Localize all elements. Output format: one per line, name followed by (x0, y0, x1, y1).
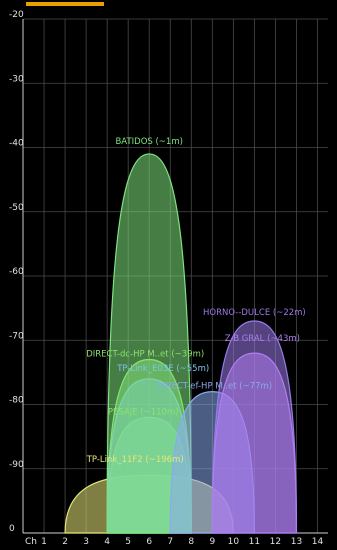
y-tick-label: -90 (9, 460, 24, 470)
x-axis-label: Ch (25, 537, 37, 547)
y-tick-label: -20 (9, 10, 24, 20)
y-tick-label: -80 (9, 396, 24, 406)
y-tick-label: -70 (9, 331, 24, 341)
x-tick-label: 13 (291, 537, 302, 547)
network-label: DIRECT-ef-HP M..et (~77m) (156, 382, 272, 392)
network-curve (211, 352, 298, 534)
x-tick-label: 12 (270, 537, 281, 547)
y-tick-label: -50 (9, 203, 24, 213)
x-tick-label: 14 (312, 537, 324, 547)
network-label: Z-B GRAL (~43m) (225, 334, 300, 344)
y-tick-label: -40 (9, 139, 24, 149)
network-label: DIRECT-dc-HP M..et (~39m) (86, 350, 204, 360)
x-tick-label: 6 (146, 537, 152, 547)
x-tick-label: 11 (249, 537, 260, 547)
wifi-channel-graph: -20 -30 -40 -50 -60 -70 -80 -90 0 1 2 3 4 5 6 7 8 9 10 11 12… (6, 2, 331, 547)
x-tick-label: 3 (83, 537, 89, 547)
top-accent-bar (26, 2, 104, 6)
x-tick-label: 1 (41, 537, 47, 547)
x-tick-label: 2 (62, 537, 68, 547)
x-tick-label: 8 (188, 537, 194, 547)
network-curve (106, 153, 192, 534)
y-tick-label: -30 (9, 74, 24, 84)
network-label: HORNO--DULCE (~22m) (203, 308, 306, 318)
x-tick-label: 5 (125, 537, 131, 547)
network-label: PESAJE (~110m) (108, 407, 179, 417)
y-tick-label: 0 (9, 524, 15, 534)
x-tick-label: 10 (228, 537, 240, 547)
network-label: TP-Link_E03E (~55m) (116, 364, 209, 374)
network-label: TP-Link_11F2 (~196m) (86, 455, 184, 465)
x-tick-label: 7 (167, 537, 173, 547)
x-tick-label: 9 (209, 537, 215, 547)
network-label: BATIDOS (~1m) (115, 137, 182, 147)
y-tick-label: -60 (9, 267, 24, 277)
x-tick-label: 4 (104, 537, 110, 547)
